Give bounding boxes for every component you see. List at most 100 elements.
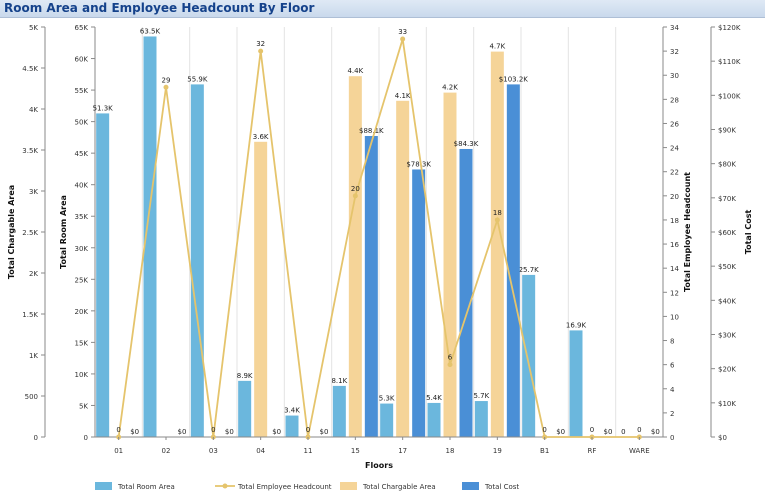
headcount-axis-tick-label: 20 [670,193,679,201]
headcount-axis-tick-label: 24 [670,145,679,153]
total-cost-data-label: $103.2K [499,75,528,83]
room-axis-tick-label: 55K [75,87,89,95]
total-room-area-bar [96,113,110,438]
headcount-axis-tick-label: 10 [670,313,679,321]
headcount-point [258,48,264,54]
total-room-area-data-label: 8.1K [331,377,347,385]
chargable-axis-tick-label: 2.5K [22,229,38,237]
total-cost-data-label: $88.1K [359,127,384,135]
legend-swatch [462,482,479,490]
headcount-point [400,36,406,42]
total-room-area-data-label: 5.4K [426,394,442,402]
total-chargable-area-bar [348,76,362,437]
cost-axis-tick-label: $90K [718,127,736,135]
total-cost-data-label: $0 [272,428,281,436]
chargable-axis-tick-label: 4K [29,106,38,114]
chargable-axis-tick-label: 500 [25,393,38,401]
total-cost-data-label: $0 [130,428,139,436]
headcount-axis-tick-label: 26 [670,120,679,128]
room-axis-tick-label: 0 [84,434,88,442]
total-room-area-bar [427,402,441,437]
room-axis-tick-label: 45K [75,150,89,158]
total-room-area-data-label: 55.9K [187,75,208,83]
total-chargable-area-data-label: 4.4K [347,67,363,75]
headcount-line [117,38,640,438]
x-axis-tick-label: RF [588,447,597,455]
room-axis-tick-label: 10K [75,371,89,379]
chargable-axis-tick-label: 0 [34,434,38,442]
x-axis-tick-label: 04 [256,447,265,455]
cost-axis-tick-label: $10K [718,400,736,408]
total-cost-bar [506,84,520,438]
headcount-axis-tick-label: 28 [670,96,679,104]
total-room-area-bar [285,415,299,437]
room-axis-tick-label: 50K [75,119,89,127]
total-cost-bar [364,135,378,437]
headcount-axis-tick-label: 6 [670,362,675,370]
headcount-axis-tick-label: 32 [670,48,679,56]
total-cost-data-label: $0 [225,428,234,436]
cost-axis-tick-label: $120K [718,24,741,32]
headcount-axis-tick-label: 12 [670,289,679,297]
total-room-area-data-label: 5.3K [379,395,395,403]
chargable-axis-tick-label: 2K [29,270,38,278]
headcount-axis-tick-label: 30 [670,72,679,80]
legend-entry: Total Cost [484,483,519,491]
total-room-area-bar [380,403,394,437]
total-room-area-data-label: 3.4K [284,407,300,415]
headcount-data-label: 0 [637,426,641,434]
total-chargable-area-data-label: 4.2K [442,84,458,92]
room-axis-tick-label: 25K [75,276,89,284]
cost-axis-tick-label: $100K [718,92,741,100]
x-axis-tick-label: B1 [540,447,549,455]
total-cost-data-label: $0 [178,428,187,436]
headcount-point [163,84,169,90]
total-cost-data-label: $0 [556,428,565,436]
headcount-axis-tick-label: 34 [670,24,679,32]
total-chargable-area-data-label: 4.7K [489,43,505,51]
headcount-data-label: 29 [162,76,171,84]
headcount-axis-tick-label: 14 [670,265,679,273]
chargable-axis-tick-label: 1K [29,352,38,360]
headcount-axis-tick-label: 22 [670,169,679,177]
room-axis-tick-label: 60K [75,56,89,64]
total-room-area-data-label: 0 [621,428,625,436]
total-room-area-bar [238,380,252,437]
room-axis-title: Total Room Area [59,195,68,269]
total-room-area-bar [143,36,157,437]
headcount-axis-tick-label: 16 [670,241,679,249]
total-room-area-bar [332,385,346,437]
panel-title: Room Area and Employee Headcount By Floo… [4,1,315,15]
headcount-data-label: 0 [306,426,310,434]
x-axis-tick-label: 01 [114,447,123,455]
cost-axis-tick-label: $50K [718,263,736,271]
room-axis-tick-label: 15K [75,339,89,347]
x-axis-tick-label: 11 [304,447,313,455]
total-chargable-area-bar [254,141,268,438]
total-chargable-area-bar [396,100,410,438]
total-room-area-data-label: 51.3K [93,104,114,112]
room-axis-tick-label: 40K [75,182,89,190]
total-room-area-bar [474,401,488,437]
total-cost-data-label: $0 [651,428,660,436]
legend-entry: Total Room Area [117,483,175,491]
headcount-data-label: 0 [116,426,120,434]
combo-chart: 0 500 1K 1.5K 2K 2.5K 3K 3.5K 4K 4.5K 5K Total Char… [7,24,753,491]
chargable-axis-tick-label: 1.5K [22,311,38,319]
legend-swatch-marker [222,483,228,489]
x-axis-tick-label: 03 [209,447,218,455]
headcount-data-label: 33 [398,28,407,36]
total-room-area-bar [522,274,536,437]
total-room-area-data-label: 25.7K [519,266,540,274]
cost-axis-tick-label: $110K [718,58,741,66]
headcount-data-label: 0 [211,426,215,434]
x-axis-title: Floors [365,461,393,470]
total-cost-data-label: $78.3K [406,160,431,168]
chargable-axis-tick-label: 3K [29,188,38,196]
cost-axis-tick-label: $30K [718,332,736,340]
x-axis-tick-label: 19 [493,447,502,455]
headcount-axis-tick-label: 2 [670,410,674,418]
cost-axis-title: Total Cost [744,210,753,255]
total-room-area-data-label: 63.5K [140,27,161,35]
total-cost-bar [459,148,473,437]
